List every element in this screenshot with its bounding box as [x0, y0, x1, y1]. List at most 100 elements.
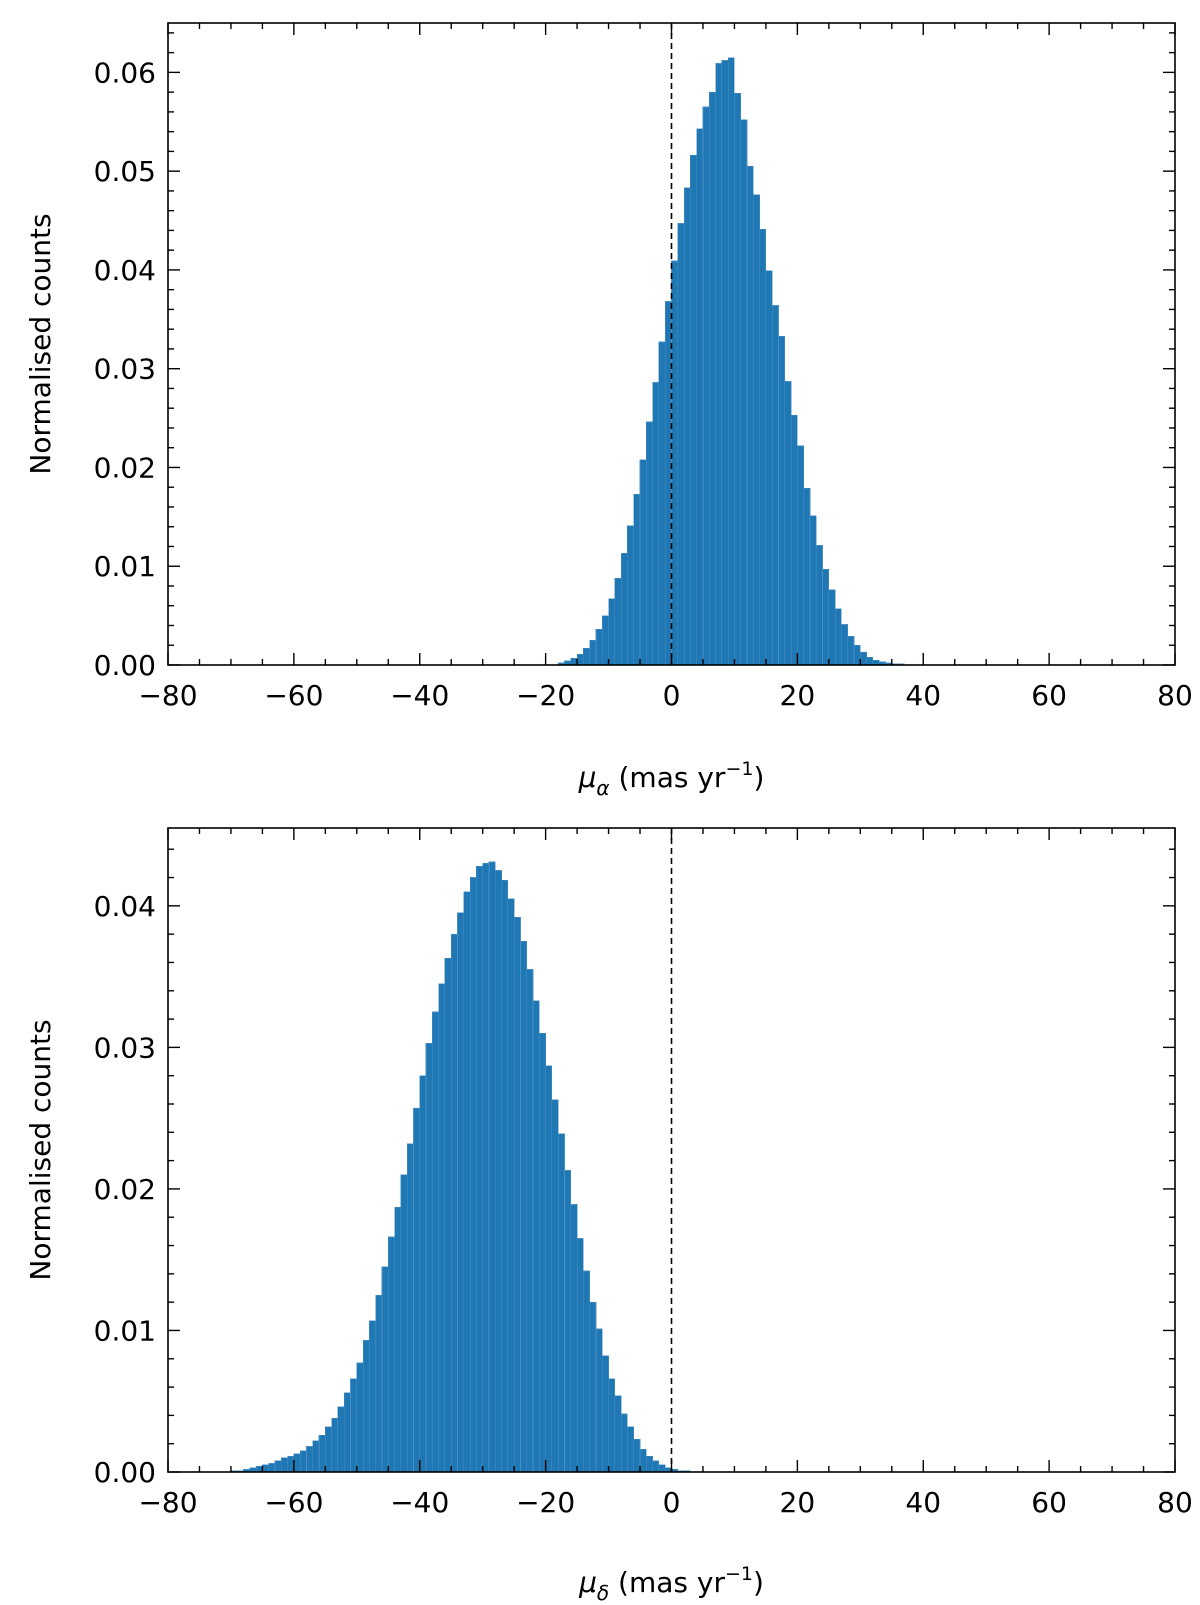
mu-alpha-bar	[639, 459, 647, 666]
mu-delta-bar	[387, 1236, 395, 1473]
mu-alpha-bar	[815, 545, 823, 666]
mu-delta-x-tick-label: 0	[663, 1486, 681, 1519]
mu-delta-bar	[299, 1450, 307, 1473]
mu-alpha-bar	[633, 493, 641, 666]
mu-delta-bar	[337, 1406, 345, 1473]
mu-delta-bar	[608, 1378, 616, 1473]
mu-alpha-bar	[803, 487, 811, 666]
mu-delta-bar	[450, 933, 458, 1473]
mu-delta-bar	[513, 916, 521, 1473]
mu-alpha-bar	[797, 445, 804, 666]
mu-delta-bar	[274, 1460, 282, 1473]
mu-delta-x-tick-label: 40	[905, 1486, 941, 1519]
mu-delta-bar	[432, 1011, 439, 1473]
mu-delta-bar	[601, 1355, 609, 1473]
mu-delta-bar	[325, 1426, 332, 1473]
mu-delta-bar	[419, 1075, 427, 1473]
mu-alpha-y-tick-label: 0.03	[94, 353, 156, 386]
mu-delta-bar	[312, 1440, 320, 1473]
mu-delta-bar	[457, 912, 465, 1473]
mu-delta-x-axis-label: μδ (mas yr−1)	[578, 1563, 764, 1605]
mu-delta-bar	[287, 1456, 295, 1473]
mu-alpha-x-tick-label: −40	[390, 679, 449, 712]
mu-alpha-bar	[690, 155, 697, 666]
mu-alpha-x-tick-label: −60	[264, 679, 323, 712]
mu-delta-bar	[639, 1449, 647, 1473]
mu-alpha-bar	[847, 636, 855, 666]
mu-alpha-x-tick-label: 20	[780, 679, 816, 712]
mu-delta-bar	[255, 1466, 263, 1473]
mu-delta-bar	[463, 891, 471, 1473]
mu-alpha-bar	[702, 106, 710, 666]
mu-delta-bar	[476, 865, 483, 1473]
mu-delta-bar	[482, 863, 490, 1473]
mu-alpha-bar	[759, 229, 767, 666]
mu-delta-x-axis-symbol: μ	[578, 1566, 597, 1599]
mu-alpha-x-axis-superscript: −1	[725, 758, 753, 780]
mu-alpha-x-tick-label: 80	[1157, 679, 1193, 712]
mu-alpha-y-tick-label: 0.05	[94, 155, 156, 188]
mu-delta-bar	[318, 1434, 326, 1473]
mu-alpha-y-tick-label: 0.01	[94, 550, 156, 583]
mu-alpha-bar	[734, 92, 742, 666]
mu-delta-y-tick-label: 0.04	[94, 890, 156, 923]
mu-delta-x-axis-subscript: δ	[597, 1581, 609, 1605]
mu-delta-bar	[268, 1463, 276, 1473]
mu-delta-histogram-panel: −80 −60 −40 −20 0 20 40 60 80 0.00 0.01 0.02 0.03 0.0…	[24, 827, 1193, 1605]
mu-alpha-bar	[583, 647, 590, 666]
mu-delta-bar	[331, 1417, 339, 1473]
mu-delta-bar	[570, 1204, 578, 1473]
mu-delta-bar	[375, 1294, 383, 1473]
mu-delta-bar	[394, 1207, 402, 1473]
mu-alpha-bar	[784, 381, 792, 666]
mu-delta-bar	[469, 877, 477, 1473]
mu-delta-y-tick-label: 0.02	[94, 1173, 156, 1206]
mu-delta-bar	[293, 1453, 301, 1473]
mu-delta-bar	[532, 1000, 540, 1473]
mu-alpha-bar	[866, 656, 874, 666]
mu-alpha-bar	[589, 640, 597, 666]
mu-delta-bar	[583, 1270, 590, 1473]
mu-alpha-bar	[614, 577, 622, 666]
mu-alpha-y-tick-label: 0.04	[94, 254, 156, 287]
mu-alpha-x-tick-label: 40	[905, 679, 941, 712]
mu-delta-ticks	[167, 828, 1176, 1473]
mu-delta-bar	[627, 1426, 635, 1473]
mu-alpha-x-tick-label: 60	[1031, 679, 1067, 712]
mu-alpha-bar	[677, 223, 685, 666]
mu-delta-bar	[507, 898, 515, 1473]
mu-alpha-y-tick-label: 0.02	[94, 451, 156, 484]
mu-delta-bar	[576, 1238, 584, 1473]
mu-alpha-bar	[753, 194, 760, 666]
mu-delta-bar	[438, 983, 446, 1473]
mu-alpha-histogram-panel: −80 −60 −40 −20 0 20 40 60 80 0.00 0.01 0.02 0.03 0.0…	[24, 22, 1193, 800]
mu-alpha-bar	[765, 270, 773, 666]
mu-delta-bar	[501, 880, 509, 1473]
mu-alpha-bar	[570, 657, 578, 666]
mu-alpha-x-axis-label: μα (mas yr−1)	[578, 758, 765, 800]
mu-alpha-x-axis-unit: (mas yr	[610, 761, 726, 794]
mu-delta-bar	[520, 940, 528, 1473]
mu-alpha-bar	[646, 421, 653, 666]
mu-delta-x-tick-label: 80	[1157, 1486, 1193, 1519]
mu-delta-bar	[406, 1143, 414, 1473]
mu-delta-bar	[262, 1464, 269, 1473]
mu-alpha-y-tick-label: 0.06	[94, 56, 156, 89]
mu-alpha-bar	[664, 301, 672, 666]
mu-alpha-bar	[790, 414, 798, 666]
mu-alpha-bar	[658, 341, 666, 666]
mu-alpha-bar	[721, 60, 729, 666]
mu-delta-bar	[425, 1042, 433, 1473]
mu-delta-bar	[551, 1099, 559, 1473]
mu-delta-bar	[356, 1362, 364, 1473]
mu-delta-bar	[620, 1413, 628, 1473]
mu-delta-x-axis-unit: (mas yr	[609, 1566, 725, 1599]
mu-alpha-x-tick-label: 0	[663, 679, 681, 712]
mu-alpha-x-axis-unit-close: )	[753, 761, 764, 794]
mu-delta-bar	[306, 1446, 314, 1473]
mu-delta-bar	[494, 870, 502, 1473]
mu-delta-bar	[545, 1065, 553, 1473]
mu-delta-bar	[343, 1392, 351, 1473]
mu-delta-x-tick-label: −60	[264, 1486, 323, 1519]
